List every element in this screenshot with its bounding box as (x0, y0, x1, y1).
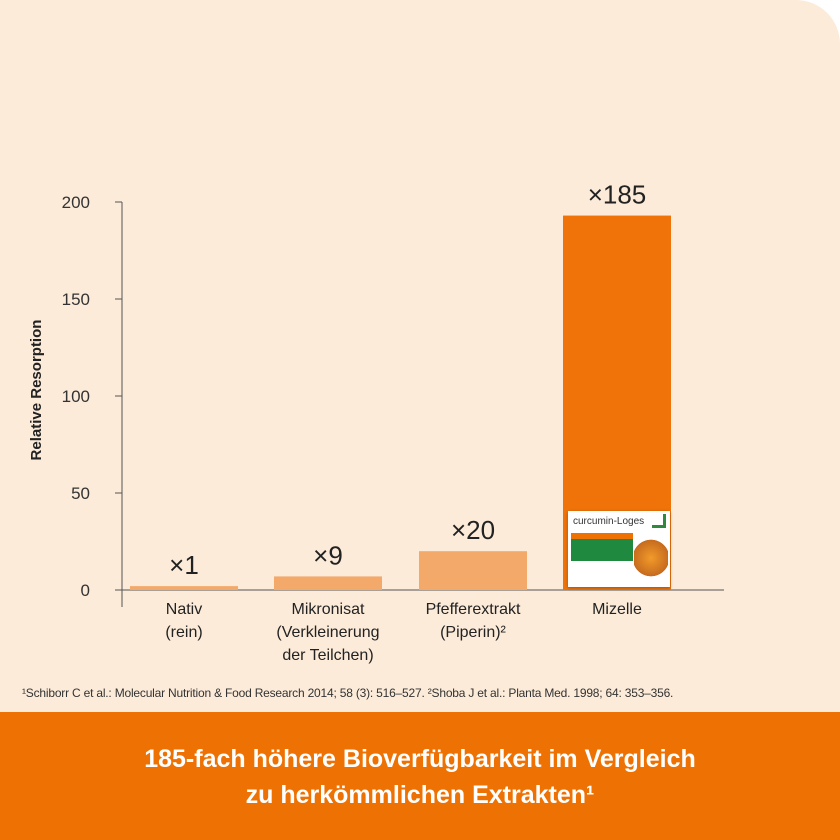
data-label: ×20 (451, 515, 495, 545)
x-tick-label: Pfefferextrakt (426, 601, 521, 618)
y-tick-label: 50 (71, 484, 90, 503)
data-label: ×1 (169, 550, 199, 580)
y-axis-label: Relative Resorption (28, 320, 45, 461)
x-tick-label: (Piperin)² (440, 624, 506, 641)
x-tick-label: Mikronisat (292, 601, 365, 618)
bar (130, 586, 238, 590)
data-label: ×185 (588, 180, 647, 210)
y-tick-label: 200 (62, 193, 90, 212)
product-box: curcumin-Loges (568, 511, 670, 587)
x-tick-label: der Teilchen) (282, 647, 373, 664)
data-label: ×9 (313, 540, 343, 570)
x-tick-label: (Verkleinerung (276, 624, 379, 641)
footnote: ¹Schiborr C et al.: Molecular Nutrition … (22, 686, 674, 700)
y-tick-label: 150 (62, 290, 90, 309)
bar (274, 576, 382, 590)
bar-chart: 0 50 100 150 200 Relative Resorption ×1 Nativ (r… (28, 180, 724, 664)
headline-banner: 185-fach höhere Bioverfügbarkeit im Verg… (0, 712, 840, 840)
y-tick-label: 100 (62, 387, 90, 406)
x-tick-label: (rein) (165, 624, 202, 641)
headline-line-2: zu herkömmlichen Extrakten¹ (245, 781, 595, 809)
brand-logo-icon (652, 514, 666, 528)
x-tick-label: Nativ (166, 601, 202, 618)
y-tick-label: 0 (81, 581, 90, 600)
product-green-band (571, 535, 633, 561)
turmeric-image (634, 533, 668, 583)
product-orange-band (571, 533, 633, 539)
bar (419, 551, 527, 590)
headline-line-1: 185-fach höhere Bioverfügbarkeit im Verg… (144, 745, 696, 773)
product-name: curcumin-Loges (573, 516, 645, 527)
x-tick-label: Mizelle (592, 601, 642, 618)
